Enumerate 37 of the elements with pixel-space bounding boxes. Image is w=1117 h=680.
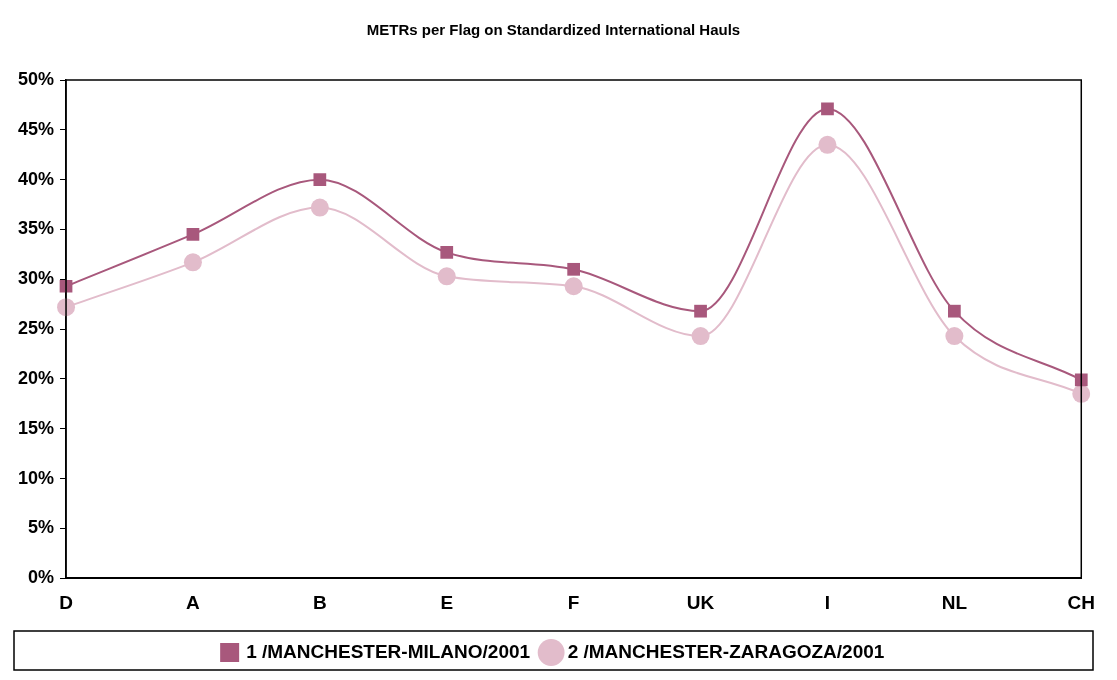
y-tick-label: 15%: [18, 417, 55, 438]
y-tick-label: 45%: [18, 118, 55, 139]
y-tick-label: 50%: [18, 68, 55, 89]
legend-label: 1 /MANCHESTER-MILANO/2001: [246, 640, 531, 662]
x-tick-label: I: [824, 591, 831, 613]
point: [691, 327, 710, 346]
y-tick-label: 0%: [28, 567, 55, 588]
x-tick-label: F: [567, 591, 580, 613]
point: [945, 327, 964, 346]
point: [818, 135, 837, 154]
point: [440, 246, 454, 259]
point: [186, 228, 200, 241]
x-tick-label: A: [186, 591, 201, 613]
point: [948, 304, 961, 318]
point: [310, 198, 329, 217]
y-tick-label: 5%: [28, 517, 55, 538]
point: [821, 102, 834, 116]
x-tick-label: D: [59, 591, 73, 613]
point: [564, 277, 583, 296]
y-tick-label: 10%: [18, 467, 55, 488]
point: [437, 267, 456, 286]
y-tick-label: 40%: [18, 168, 55, 189]
x-tick-label: NL: [941, 591, 968, 613]
y-tick-label: 20%: [18, 367, 55, 388]
chart-title: METRs per Flag on Standardized International Hauls: [366, 21, 741, 39]
y-tick-label: 30%: [18, 268, 55, 289]
x-tick-label: E: [440, 591, 454, 613]
y-tick-label: 35%: [18, 218, 55, 239]
y-tick-label: 25%: [18, 318, 55, 339]
legend-label: 2 /MANCHESTER-ZARAGOZA/2001: [567, 640, 885, 662]
point: [183, 253, 202, 272]
x-tick-label: B: [312, 591, 327, 613]
point: [694, 304, 707, 318]
x-tick-label: UK: [686, 591, 715, 613]
point: [567, 262, 581, 276]
x-tick-label: CH: [1067, 591, 1096, 613]
point: [313, 173, 327, 186]
